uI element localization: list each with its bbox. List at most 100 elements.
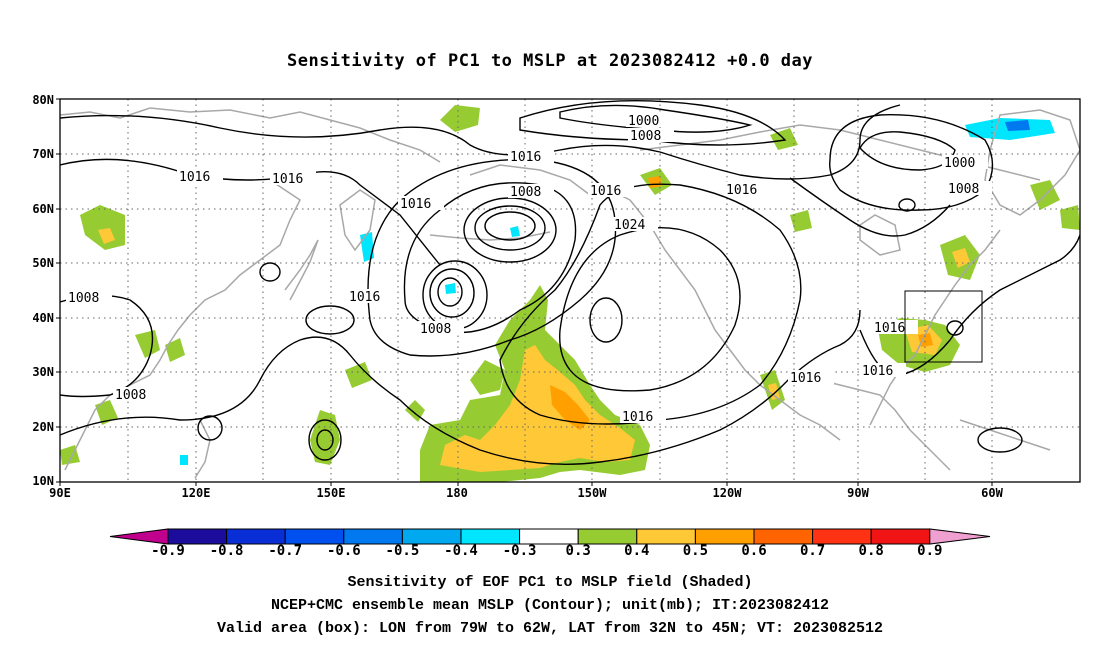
colorbar-tick-label: -0.9: [151, 543, 185, 559]
contour-low-center-2: [474, 205, 546, 251]
lat-label-70n: 70N: [32, 147, 54, 161]
contour-label-1008-greenland: 1008: [948, 182, 979, 197]
contour-label-1008-aleutian: 1008: [510, 185, 541, 200]
contour-labels: 1000 1008 1016 1016 1016 1008 1016 1016 …: [66, 113, 992, 425]
lat-label-40n: 40N: [32, 311, 54, 325]
shade-central-pacific-orange: [550, 385, 590, 430]
colorbar-tick-label: 0.4: [624, 543, 650, 559]
contour-small-1: [308, 419, 342, 461]
coast-namerica-west: [629, 199, 841, 441]
shade-central-pacific-yellow: [440, 345, 635, 472]
contour-label-1024: 1024: [614, 218, 645, 233]
coast-namerica-east: [869, 229, 1001, 426]
contour-label-1008-west: 1008: [420, 322, 451, 337]
shade-atlantic-green: [1060, 205, 1080, 230]
colorbar-bin: [401, 528, 462, 545]
contour-1016-pacific: [499, 183, 802, 425]
lon-label-120w: 120W: [712, 486, 742, 500]
shade-us-east-orange: [918, 333, 933, 347]
lon-label-120e: 120E: [181, 486, 211, 500]
coast-japan: [284, 239, 319, 301]
colorbar: [109, 528, 991, 545]
sensitivity-shading: [60, 105, 1080, 482]
colorbar-tick-label: 0.9: [917, 543, 943, 559]
colorbar-tick-label: -0.7: [268, 543, 303, 559]
colorbar-bin: [870, 528, 931, 545]
coast-hudson: [859, 214, 901, 256]
contour-arctic-low-1008: [519, 99, 787, 146]
lat-label-60n: 60N: [32, 202, 54, 216]
contour-small-2: [316, 429, 334, 451]
contour-small-7: [977, 427, 1023, 453]
contour-small-3: [197, 415, 223, 441]
colorbar-bin: [460, 528, 521, 545]
contour-label-1016-c: 1016: [272, 172, 303, 187]
lon-label-90w: 90W: [847, 486, 869, 500]
colorbar-bin: [753, 528, 814, 545]
shade-north-sea-green: [440, 105, 480, 132]
contour-label-1008-sw: 1008: [115, 388, 146, 403]
colorbar-tick-label: -0.6: [326, 543, 361, 559]
lon-label-180: 180: [446, 486, 468, 500]
contour-label-1016-h: 1016: [622, 410, 653, 425]
contour-label-1016-g: 1016: [349, 290, 380, 305]
contour-1024-pacific-high: [559, 227, 741, 392]
contour-small-4: [259, 262, 281, 282]
shade-china-green-4: [60, 445, 80, 465]
contour-1016-arctic: [60, 104, 901, 180]
lat-label-20n: 20N: [32, 420, 54, 434]
contour-label-1016-d: 1016: [400, 197, 431, 212]
caption-line-2: NCEP+CMC ensemble mean MSLP (Contour); u…: [270, 597, 830, 614]
colorbar-bin: [226, 528, 286, 545]
coast-asia-east: [64, 179, 301, 471]
shade-cyan-kamchatka: [360, 232, 374, 262]
contour-label-1016-b: 1016: [179, 170, 210, 185]
lon-label-150e: 150E: [316, 486, 346, 500]
colorbar-bin: [284, 528, 345, 545]
coast-philippines: [194, 419, 211, 479]
contour-low-west-2: [429, 268, 475, 318]
map-title: Sensitivity of PC1 to MSLP at 2023082412…: [286, 51, 813, 71]
shade-china-green-3: [95, 400, 118, 425]
shade-arctic-blue: [1005, 120, 1030, 131]
colorbar-bin: [694, 528, 755, 545]
contour-1024-center: [589, 297, 623, 343]
coast-asia-north: [60, 107, 441, 163]
colorbar-tick-label: 0.7: [799, 543, 826, 559]
colorbar-tick-label: 0.6: [741, 543, 767, 559]
colorbar-tick-label: 0.3: [565, 543, 591, 559]
contour-1000-greenland: [859, 131, 956, 171]
colorbar-bin: [636, 528, 696, 545]
shade-canada-green: [790, 210, 812, 232]
contour-greenland-small: [898, 198, 916, 212]
contour-arctic-low-1000: [559, 104, 753, 133]
map-frame: [59, 98, 1081, 483]
contour-label-1016-e: 1016: [590, 184, 621, 199]
lon-label-150w: 150W: [577, 486, 607, 500]
caption-line-3: Valid area (box): LON from 79W to 62W, L…: [216, 620, 884, 637]
contour-low-center-3: [463, 197, 557, 263]
lat-label-50n: 50N: [32, 256, 54, 270]
colorbar-bin: [812, 528, 872, 545]
colorbar-bin: [343, 528, 403, 545]
contour-1016-subtropical: [60, 309, 861, 465]
coast-gulf-mexico: [819, 379, 951, 471]
colorbar-tick-label: 0.5: [682, 543, 709, 559]
shade-china-green-1: [135, 330, 160, 358]
contour-label-1016-i: 1016: [790, 371, 821, 386]
lat-label-80n: 80N: [32, 93, 54, 107]
coast-greenland: [984, 109, 1080, 216]
lon-label-90e: 90E: [49, 486, 71, 500]
colorbar-tick-label: -0.5: [385, 543, 420, 559]
coast-aleutians: [429, 231, 551, 241]
contour-label-1016-j: 1016: [874, 321, 905, 336]
contour-1016-east-2: [789, 177, 951, 237]
colorbar-below-min: [109, 528, 169, 545]
lat-label-30n: 30N: [32, 365, 54, 379]
shade-north-pacific-green: [345, 362, 372, 388]
colorbar-tick-label: 0.8: [858, 543, 884, 559]
contour-label-1008-arctic: 1008: [630, 129, 661, 144]
colorbar-bin: [167, 528, 228, 545]
colorbar-above-max: [929, 528, 991, 545]
